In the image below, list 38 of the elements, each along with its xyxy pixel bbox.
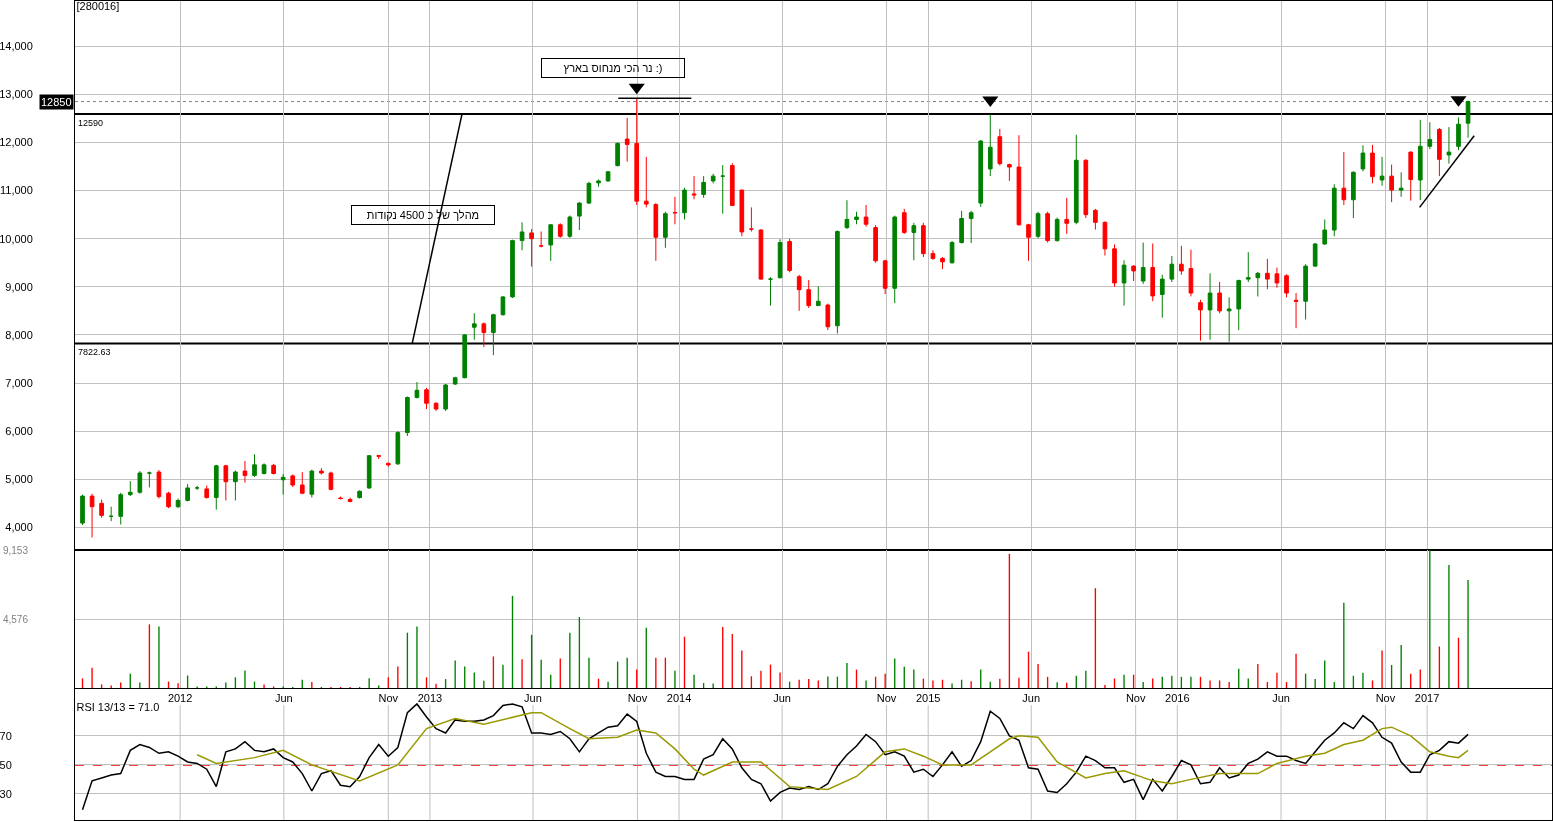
x-tick-label: Jun bbox=[524, 692, 542, 705]
chart-title: [280016] bbox=[76, 0, 120, 13]
y-tick-label: 50 bbox=[0, 758, 12, 771]
x-tick-label: 2015 bbox=[915, 692, 941, 705]
y-tick-label: 10,000 bbox=[0, 232, 33, 245]
y-tick-label: 70 bbox=[0, 729, 12, 742]
y-tick-label: 5,000 bbox=[5, 473, 33, 486]
ref-line-label: 7822.63 bbox=[78, 347, 111, 357]
y-tick-label: 14,000 bbox=[0, 40, 33, 53]
x-tick-label: Jun bbox=[274, 692, 293, 705]
y-tick-label: 11,000 bbox=[0, 184, 33, 197]
x-tick-label: Nov bbox=[1375, 692, 1396, 705]
x-tick-label: 2013 bbox=[417, 692, 443, 705]
x-tick-label: Nov bbox=[876, 692, 897, 705]
y-tick-label: 13,000 bbox=[0, 88, 33, 101]
y-tick-label: 7,000 bbox=[5, 376, 33, 389]
y-tick-label: 4,576 bbox=[2, 613, 29, 625]
ref-line-label: 12850 bbox=[41, 96, 72, 108]
y-tick-label: 8,000 bbox=[5, 328, 33, 341]
x-tick-label: Jun bbox=[1022, 692, 1041, 705]
text: RSI 13/13 = 71.0 bbox=[76, 700, 160, 713]
x-tick-label: Jun bbox=[1272, 692, 1290, 705]
x-tick-label: Jun bbox=[773, 692, 791, 705]
y-tick-label: 30 bbox=[0, 787, 12, 800]
x-tick-label: 2016 bbox=[1165, 692, 1190, 705]
y-tick-label: 9,153 bbox=[2, 544, 29, 556]
y-tick-label: 4,000 bbox=[5, 521, 33, 534]
x-tick-label: Nov bbox=[378, 692, 399, 705]
y-tick-label: 12,000 bbox=[0, 136, 33, 149]
annotation: נר הכי מנחוס בארץ :) bbox=[563, 62, 663, 74]
x-tick-label: Nov bbox=[627, 692, 648, 705]
ref-line-label: 12590 bbox=[78, 118, 104, 128]
x-tick-label: 2014 bbox=[666, 692, 692, 705]
y-tick-label: 6,000 bbox=[5, 425, 33, 437]
x-tick-label: Nov bbox=[1125, 692, 1146, 705]
x-tick-label: 2012 bbox=[167, 692, 193, 705]
y-tick-label: 9,000 bbox=[5, 280, 33, 293]
x-tick-label: 2017 bbox=[1414, 692, 1440, 705]
